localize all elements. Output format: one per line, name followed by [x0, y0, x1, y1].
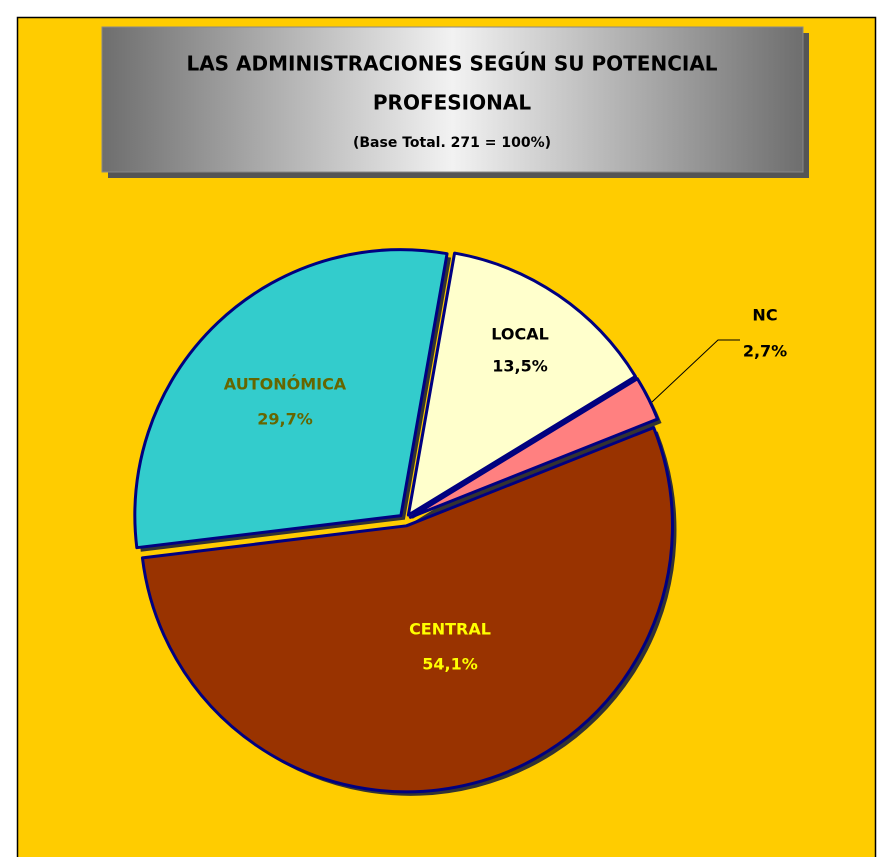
chart-title: PROFESIONAL: [373, 91, 531, 115]
slice: [406, 251, 637, 517]
chart-subtitle: (Base Total. 271 = 100%): [353, 135, 551, 151]
slice-label: CENTRAL: [409, 620, 491, 639]
value-label: 29,7%: [257, 410, 313, 429]
value-label: 54,1%: [422, 655, 478, 674]
slice-label: NC: [752, 306, 777, 325]
value-label: 13,5%: [492, 357, 548, 376]
chart-title: LAS ADMINISTRACIONES SEGÚN SU POTENCIAL: [186, 52, 717, 76]
value-label: 2,7%: [743, 342, 787, 361]
slice-label: LOCAL: [491, 325, 549, 344]
slice: [133, 248, 449, 550]
slice-label: AUTONÓMICA: [224, 375, 347, 394]
pie: [133, 248, 677, 796]
title-box: [101, 26, 804, 173]
leader-line: [651, 339, 740, 403]
slice: [408, 377, 660, 519]
slice: [140, 426, 674, 794]
